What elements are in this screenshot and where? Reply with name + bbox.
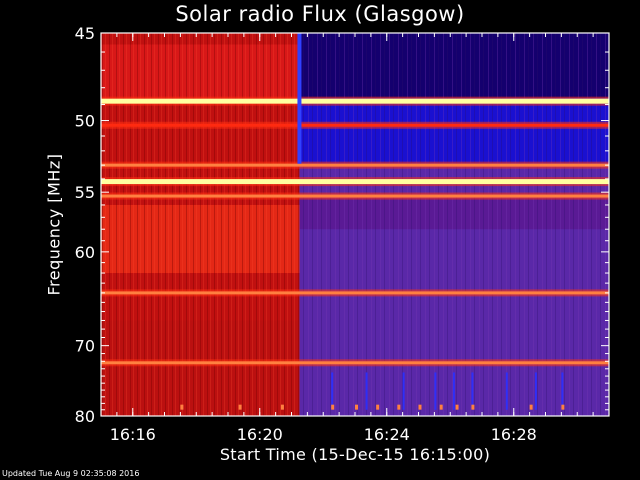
updated-timestamp: Updated Tue Aug 9 02:35:08 2016 <box>2 469 140 478</box>
burst-spot <box>471 404 475 410</box>
post-streak-texture <box>299 33 609 416</box>
y-tick-label: 60 <box>75 243 95 262</box>
emission-band <box>101 361 609 365</box>
emission-band <box>101 179 609 185</box>
transition-edge <box>297 33 302 164</box>
burst-spot <box>529 404 533 410</box>
y-tick-label: 50 <box>75 112 95 131</box>
y-tick-label: 80 <box>75 407 95 426</box>
emission-band <box>101 291 609 295</box>
burst-streak <box>402 372 405 410</box>
burst-streak <box>365 372 368 410</box>
burst-spot <box>331 404 335 410</box>
burst-spot <box>561 404 565 410</box>
axis-ticks: 45 50 55 60 70 80 16:16 16:20 16:24 16:28 <box>75 24 610 444</box>
burst-spot <box>280 404 284 410</box>
burst-streak <box>561 372 564 410</box>
emission-band <box>101 194 609 198</box>
y-tick-label: 55 <box>75 183 95 202</box>
emission-band <box>101 123 609 127</box>
y-tick-label: 70 <box>75 337 95 356</box>
y-tick-label: 45 <box>75 24 95 43</box>
x-tick-label: 16:24 <box>364 425 410 444</box>
pre-streak-texture <box>101 33 300 416</box>
burst-streak <box>505 372 508 410</box>
burst-spot <box>180 404 184 410</box>
x-tick-label: 16:16 <box>110 425 156 444</box>
emission-band <box>101 98 609 104</box>
burst-spot <box>376 404 380 410</box>
burst-spot <box>418 404 422 410</box>
burst-spot <box>455 404 459 410</box>
x-tick-label: 16:20 <box>237 425 283 444</box>
burst-spot <box>397 404 401 410</box>
burst-spot <box>238 404 242 410</box>
burst-streak <box>534 372 537 410</box>
burst-spot <box>355 404 358 410</box>
spectrogram-image <box>101 33 609 416</box>
burst-streak <box>434 372 437 410</box>
burst-streak <box>452 372 455 410</box>
burst-streak <box>471 372 474 410</box>
x-tick-label: 16:28 <box>491 425 537 444</box>
x-axis-label: Start Time (15-Dec-15 16:15:00) <box>219 445 491 464</box>
burst-streak <box>331 372 334 410</box>
chart-title: Solar radio Flux (Glasgow) <box>175 2 465 26</box>
burst-spot <box>439 404 443 410</box>
emission-band <box>101 163 609 167</box>
